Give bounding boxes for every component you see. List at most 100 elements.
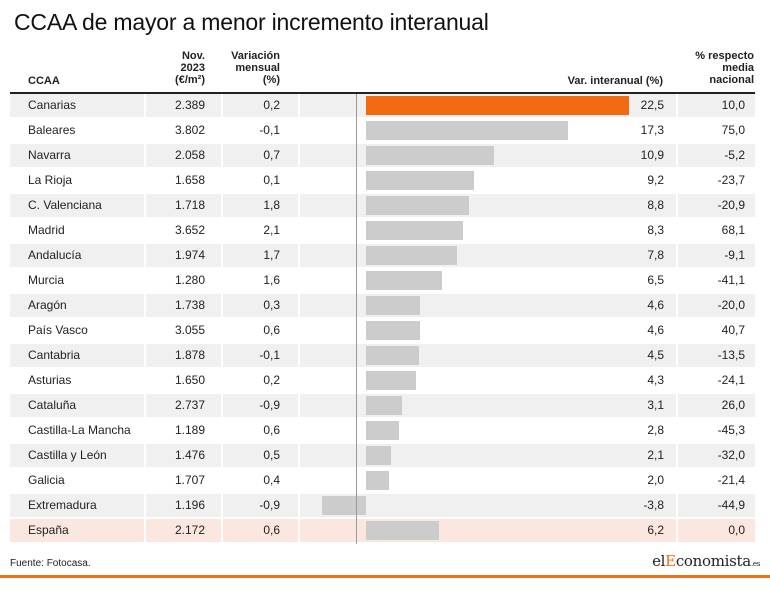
table-row: País Vasco 3.055 0,6 4,6 40,7 [10,319,755,342]
monthly-change-value: 0,5 [223,444,298,467]
price-value: 1.658 [146,169,221,192]
bar [366,446,391,465]
price-value: 1.974 [146,244,221,267]
ccaa-name: La Rioja [10,169,144,192]
pct-national-value: 26,0 [678,394,755,417]
yearly-change-cell: 17,3 [300,119,676,142]
price-value: 2.389 [146,94,221,117]
yearly-change-cell: 2,8 [300,419,676,442]
monthly-change-value: -0,9 [223,494,298,517]
bar-value-label: -3,8 [643,498,664,512]
pct-national-value: -45,3 [678,419,755,442]
bar [366,396,403,415]
monthly-change-value: 1,7 [223,244,298,267]
bar [366,196,469,215]
table-row: Extremadura 1.196 -0,9 -3,8 -44,9 [10,494,755,517]
chart-title: CCAA de mayor a menor incremento interan… [14,9,489,35]
ccaa-name: Murcia [10,269,144,292]
header-monthly-change: Variación mensual (%) [231,50,280,86]
ccaa-name: Andalucía [10,244,144,267]
ccaa-name: Castilla y León [10,444,144,467]
price-value: 1.707 [146,469,221,492]
ccaa-name: Cataluña [10,394,144,417]
ccaa-name: C. Valenciana [10,194,144,217]
yearly-change-cell: 6,5 [300,269,676,292]
ccaa-name: Extremadura [10,494,144,517]
price-value: 2.172 [146,519,221,542]
bar-value-label: 2,0 [647,473,664,487]
price-value: 1.650 [146,369,221,392]
yearly-change-cell: -3,8 [300,494,676,517]
bar-value-label: 2,8 [647,423,664,437]
bar-value-label: 4,6 [647,323,664,337]
ccaa-name: Navarra [10,144,144,167]
table-row: Galicia 1.707 0,4 2,0 -21,4 [10,469,755,492]
monthly-change-value: 0,7 [223,144,298,167]
ccaa-name: País Vasco [10,319,144,342]
monthly-change-value: 0,1 [223,169,298,192]
yearly-change-cell: 22,5 [300,94,676,117]
price-value: 2.058 [146,144,221,167]
table-row: Andalucía 1.974 1,7 7,8 -9,1 [10,244,755,267]
yearly-change-cell: 4,5 [300,344,676,367]
price-value: 1.280 [146,269,221,292]
table-row: Baleares 3.802 -0,1 17,3 75,0 [10,119,755,142]
pct-national-value: 0,0 [678,519,755,542]
monthly-change-value: 1,6 [223,269,298,292]
table-row: La Rioja 1.658 0,1 9,2 -23,7 [10,169,755,192]
bar-value-label: 8,3 [647,223,664,237]
source-note: Fuente: Fotocasa. [10,558,91,569]
price-value: 1.738 [146,294,221,317]
bar [321,496,366,515]
bar [366,471,390,490]
ccaa-name: Baleares [10,119,144,142]
ccaa-name: Cantabria [10,344,144,367]
bar [366,421,399,440]
monthly-change-value: 0,2 [223,94,298,117]
yearly-change-cell: 4,6 [300,294,676,317]
monthly-change-value: 0,4 [223,469,298,492]
price-value: 3.652 [146,219,221,242]
ccaa-name: Castilla-La Mancha [10,419,144,442]
table-row: Aragón 1.738 0,3 4,6 -20,0 [10,294,755,317]
bar [366,296,420,315]
table-row: Asturias 1.650 0,2 4,3 -24,1 [10,369,755,392]
price-value: 2.737 [146,394,221,417]
header-divider [10,92,755,94]
pct-national-value: -32,0 [678,444,755,467]
monthly-change-value: 0,6 [223,419,298,442]
monthly-change-value: -0,1 [223,119,298,142]
table-row: C. Valenciana 1.718 1,8 8,8 -20,9 [10,194,755,217]
table-row: Castilla y León 1.476 0,5 2,1 -32,0 [10,444,755,467]
pct-national-value: -20,0 [678,294,755,317]
publisher-logo: elEconomista.es [652,552,760,570]
header-price: Nov. 2023 (€/m²) [175,50,205,86]
pct-national-value: -20,9 [678,194,755,217]
bar-value-label: 4,3 [647,373,664,387]
bar-value-label: 6,5 [647,273,664,287]
table-row: Cantabria 1.878 -0,1 4,5 -13,5 [10,344,755,367]
bar [366,221,464,240]
ccaa-name: Asturias [10,369,144,392]
pct-national-value: 10,0 [678,94,755,117]
ccaa-name: Aragón [10,294,144,317]
bar [366,246,458,265]
bar-value-label: 4,5 [647,348,664,362]
bar-value-label: 8,8 [647,198,664,212]
yearly-change-cell: 8,3 [300,219,676,242]
bar [366,171,474,190]
pct-national-value: -24,1 [678,369,755,392]
pct-national-value: -5,2 [678,144,755,167]
price-value: 1.196 [146,494,221,517]
monthly-change-value: 0,6 [223,319,298,342]
bar-value-label: 22,5 [640,98,664,112]
pct-national-value: 40,7 [678,319,755,342]
monthly-change-value: 0,3 [223,294,298,317]
yearly-change-cell: 2,0 [300,469,676,492]
price-value: 1.878 [146,344,221,367]
bar [366,521,439,540]
monthly-change-value: -0,9 [223,394,298,417]
bar [366,96,630,115]
bar-value-label: 6,2 [647,523,664,537]
bottom-accent-rule [0,575,770,578]
